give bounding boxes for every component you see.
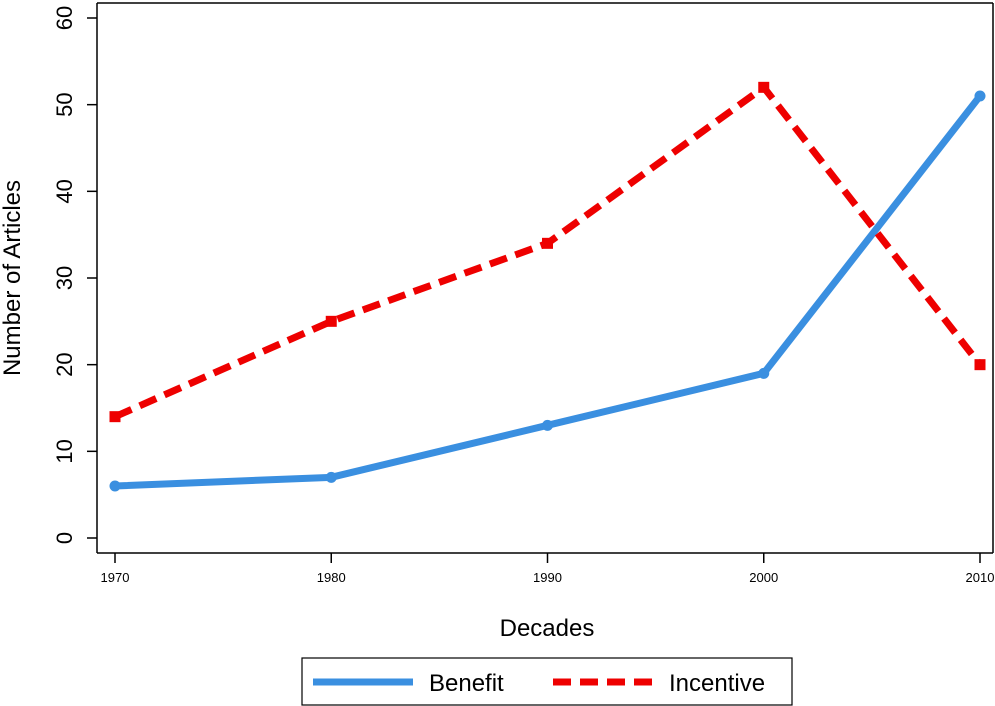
legend: Benefit Incentive: [301, 657, 793, 706]
legend-label-benefit: Benefit: [429, 670, 504, 697]
series-line-incentive: [113, 83, 983, 420]
x-tick-label: 1990: [533, 570, 562, 585]
y-tick-label: 50: [52, 92, 77, 116]
y-tick-label: 30: [52, 266, 77, 290]
y-axis-title: Number of Articles: [0, 180, 26, 376]
x-tick-label: 1970: [101, 570, 130, 585]
data-point-incentive: [974, 359, 986, 371]
y-tick-label: 60: [52, 6, 77, 30]
y-tick-label: 20: [52, 352, 77, 376]
x-tick-label: 2010: [966, 570, 995, 585]
x-axis-ticks: 1970 1980 1990 2000 2010: [101, 553, 995, 585]
data-point-benefit: [109, 480, 121, 492]
y-tick-label: 10: [52, 439, 77, 463]
data-point-benefit: [542, 419, 553, 431]
legend-label-incentive: Incentive: [669, 670, 765, 697]
x-tick-label: 1980: [317, 570, 346, 585]
y-axis-ticks: 0 10 20 30 40 50 60: [52, 6, 97, 544]
series-layer: [109, 81, 986, 492]
x-axis-title: Decades: [500, 615, 595, 642]
data-point-incentive: [109, 411, 121, 423]
data-point-incentive: [542, 237, 553, 249]
data-point-benefit: [325, 471, 337, 483]
x-tick-label: 2000: [749, 570, 778, 585]
data-point-benefit: [974, 90, 986, 102]
y-tick-label: 0: [52, 532, 77, 544]
y-tick-label: 40: [52, 179, 77, 203]
data-point-incentive: [325, 315, 337, 327]
data-point-benefit: [758, 367, 770, 379]
data-point-incentive: [758, 81, 770, 93]
